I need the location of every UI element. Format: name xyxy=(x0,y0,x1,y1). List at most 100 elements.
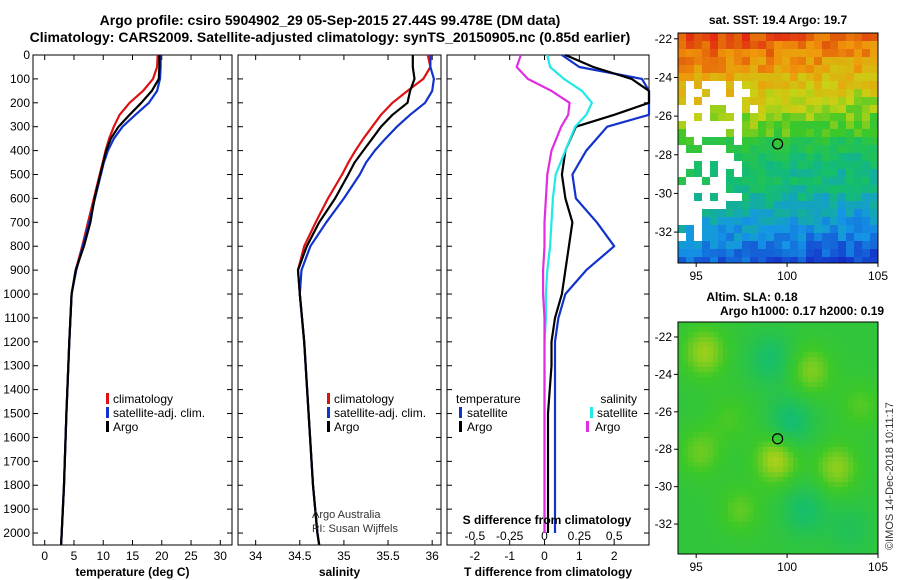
sla-cell xyxy=(858,512,863,517)
sla-cell xyxy=(773,422,778,427)
sst-cell xyxy=(678,137,686,145)
sla-cell xyxy=(808,532,813,537)
sst-cell xyxy=(766,153,774,161)
sla-cell xyxy=(738,492,743,497)
sst-cell xyxy=(710,193,718,201)
sla-cell xyxy=(758,477,763,482)
sla-cell xyxy=(868,412,873,417)
sst-cell xyxy=(870,137,878,145)
sla-cell xyxy=(868,522,873,527)
sst-cell xyxy=(686,137,694,145)
sla-cell xyxy=(688,537,693,542)
sla-cell xyxy=(828,467,833,472)
sst-cell xyxy=(830,121,838,129)
sla-cell xyxy=(838,387,843,392)
sla-cell xyxy=(728,382,733,387)
sst-cell xyxy=(790,241,798,249)
sla-cell xyxy=(858,427,863,432)
sla-cell xyxy=(713,512,718,517)
sla-cell xyxy=(848,477,853,482)
sst-cell xyxy=(750,249,758,257)
sla-cell xyxy=(708,477,713,482)
sla-cell xyxy=(678,407,683,412)
sla-cell xyxy=(748,522,753,527)
sla-cell xyxy=(678,347,683,352)
sla-cell xyxy=(828,447,833,452)
sst-cell xyxy=(694,137,702,145)
sla-cell xyxy=(693,447,698,452)
sla-cell xyxy=(818,392,823,397)
sst-cell xyxy=(710,81,718,89)
sla-cell xyxy=(743,332,748,337)
sla-cell xyxy=(683,362,688,367)
sla-cell xyxy=(833,522,838,527)
sla-cell xyxy=(873,362,878,367)
sst-cell xyxy=(766,73,774,81)
sla-cell xyxy=(818,377,823,382)
sla-cell xyxy=(758,542,763,547)
sla-cell xyxy=(768,542,773,547)
sla-cell xyxy=(703,447,708,452)
sla-cell xyxy=(728,547,733,552)
sla-cell xyxy=(873,477,878,482)
sla-cell xyxy=(693,452,698,457)
sst-cell xyxy=(774,201,782,209)
sla-cell xyxy=(743,447,748,452)
sla-cell xyxy=(683,522,688,527)
sla-cell xyxy=(698,462,703,467)
series-line-satellite-adj-clim- xyxy=(60,55,162,546)
sst-cell xyxy=(766,257,774,263)
sla-cell xyxy=(698,387,703,392)
sla-cell xyxy=(793,492,798,497)
sla-cell xyxy=(863,477,868,482)
sst-cell xyxy=(758,129,766,137)
sla-cell xyxy=(783,497,788,502)
sla-cell xyxy=(723,462,728,467)
sla-cell xyxy=(688,347,693,352)
sst-cell xyxy=(742,33,750,41)
sla-cell xyxy=(778,457,783,462)
sla-cell xyxy=(848,507,853,512)
sla-cell xyxy=(708,437,713,442)
sla-cell xyxy=(863,387,868,392)
sla-cell xyxy=(843,537,848,542)
sla-cell xyxy=(798,477,803,482)
sst-cell xyxy=(678,57,686,65)
sla-cell xyxy=(768,482,773,487)
sla-cell xyxy=(733,367,738,372)
sla-cell xyxy=(843,392,848,397)
sst-cell xyxy=(766,177,774,185)
sst-cell xyxy=(774,225,782,233)
sst-cell xyxy=(846,57,854,65)
sla-cell xyxy=(873,452,878,457)
sla-cell xyxy=(863,402,868,407)
sla-cell xyxy=(788,457,793,462)
sla-cell xyxy=(703,547,708,552)
sla-cell xyxy=(838,547,843,552)
sla-cell xyxy=(823,337,828,342)
sst-cell xyxy=(758,193,766,201)
sla-cell xyxy=(763,542,768,547)
sla-cell xyxy=(793,542,798,547)
sst-cell xyxy=(854,193,862,201)
sst-cell xyxy=(766,225,774,233)
sla-cell xyxy=(738,322,743,327)
sst-cell xyxy=(686,169,694,177)
sst-cell xyxy=(750,257,758,263)
sla-cell xyxy=(678,432,683,437)
sst-cell xyxy=(846,121,854,129)
sla-cell xyxy=(868,517,873,522)
sst-cell xyxy=(806,81,814,89)
sla-cell xyxy=(708,502,713,507)
sla-cell xyxy=(813,372,818,377)
sla-cell xyxy=(778,552,783,554)
sla-cell xyxy=(858,347,863,352)
sst-cell xyxy=(798,41,806,49)
sst-cell xyxy=(798,33,806,41)
sla-cell xyxy=(713,332,718,337)
sla-cell xyxy=(818,462,823,467)
sst-cell xyxy=(702,185,710,193)
sla-cell xyxy=(868,442,873,447)
sla-cell xyxy=(833,362,838,367)
